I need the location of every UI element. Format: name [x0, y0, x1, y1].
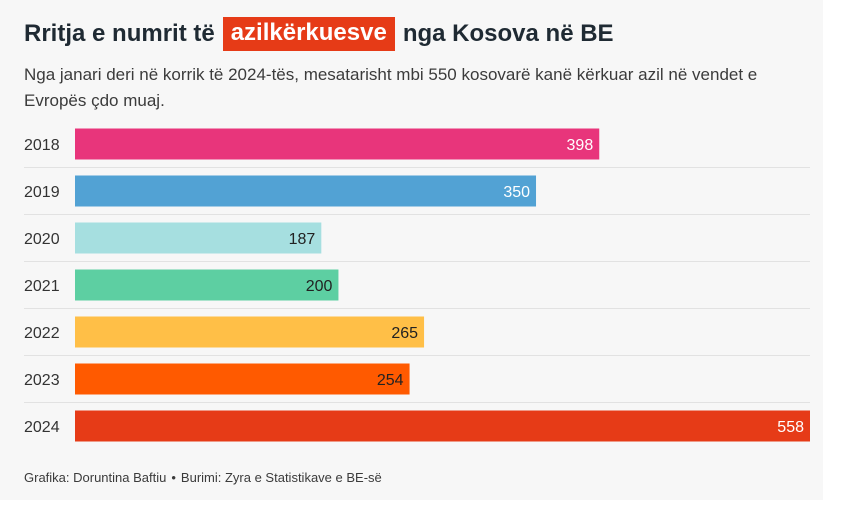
- chart-subtitle: Nga janari deri në korrik të 2024-tës, m…: [24, 65, 758, 110]
- footer-source: Burimi: Zyra e Statistikave e BE-së: [180, 470, 382, 485]
- bar: [75, 269, 339, 301]
- value-label: 558: [777, 419, 804, 436]
- title-text-before: Rritja e numrit të: [24, 20, 215, 47]
- value-label: 398: [567, 137, 594, 154]
- bar: [75, 363, 410, 395]
- bar: [75, 316, 425, 348]
- bar: [75, 175, 537, 207]
- value-label: 254: [377, 372, 404, 389]
- category-label: 2018: [24, 137, 60, 154]
- title-highlight: azilkërkuesve: [222, 17, 395, 51]
- footer-credit: Grafika: Doruntina Baftiu: [24, 470, 167, 485]
- category-label: 2021: [24, 278, 60, 295]
- value-label: 200: [306, 278, 333, 295]
- chart-footer: Grafika: Doruntina Baftiu • Burimi: Zyra e…: [24, 470, 382, 485]
- category-label: 2020: [24, 231, 60, 248]
- bar: [75, 410, 810, 442]
- bar: [75, 222, 322, 254]
- chart-card: Rritja e numrit të azilkërkuesve nga Kos…: [24, 14, 810, 485]
- category-label: 2022: [24, 325, 60, 342]
- chart-title: Rritja e numrit të azilkërkuesve nga Kos…: [24, 14, 614, 54]
- category-label: 2024: [24, 419, 60, 436]
- title-text-after: nga Kosova në BE: [402, 20, 614, 47]
- category-label: 2023: [24, 372, 60, 389]
- footer-separator: •: [171, 470, 176, 485]
- value-label: 350: [503, 184, 530, 201]
- bar-chart: 2018 398 2019 350 2020 187 2021 200 2022 265 2023 2…: [24, 128, 810, 442]
- value-label: 265: [391, 325, 418, 342]
- category-label: 2019: [24, 184, 60, 201]
- value-label: 187: [289, 231, 316, 248]
- bar: [75, 128, 600, 160]
